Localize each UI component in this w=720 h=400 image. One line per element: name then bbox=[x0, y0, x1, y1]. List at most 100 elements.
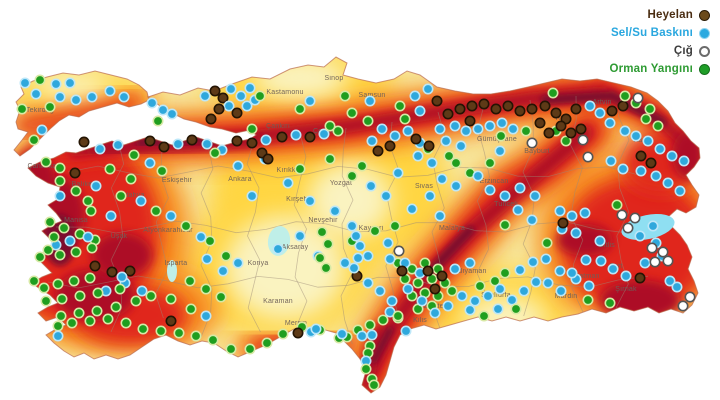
flood-marker bbox=[449, 263, 461, 275]
province-label-21: Karaman bbox=[263, 298, 293, 305]
flood-marker bbox=[630, 130, 642, 142]
legend-item-heyelan: Heyelan bbox=[609, 7, 710, 23]
forestfire-marker bbox=[104, 163, 116, 175]
flood-marker bbox=[494, 283, 506, 295]
landslide-marker bbox=[429, 283, 441, 295]
province-label-5: Eskişehir bbox=[162, 177, 193, 184]
flood-marker bbox=[584, 100, 596, 112]
landslide-marker bbox=[186, 134, 198, 146]
flood-marker bbox=[527, 256, 539, 268]
forestfire-marker bbox=[145, 290, 157, 302]
forestfire-marker bbox=[316, 226, 328, 238]
flood-marker bbox=[554, 205, 566, 217]
forestfire-marker bbox=[377, 314, 389, 326]
forestfire-marker bbox=[184, 275, 196, 287]
flood-marker bbox=[455, 140, 467, 152]
flood-marker bbox=[594, 107, 606, 119]
forestfire-marker bbox=[165, 293, 177, 305]
flood-marker bbox=[318, 128, 330, 140]
landslide-marker bbox=[454, 103, 466, 115]
flood-marker bbox=[514, 264, 526, 276]
forestfire-marker bbox=[209, 147, 221, 159]
flood-marker bbox=[416, 295, 428, 307]
flood-marker bbox=[382, 237, 394, 249]
flood-marker bbox=[200, 310, 212, 322]
flood-marker bbox=[422, 83, 434, 95]
forestfire-marker bbox=[644, 103, 656, 115]
avalanche-marker bbox=[582, 151, 594, 163]
province-label-27: Bayburt bbox=[524, 148, 550, 155]
province-label-9: Kastamonu bbox=[266, 89, 303, 96]
forestfire-marker bbox=[68, 275, 80, 287]
province-label-8: Isparta bbox=[165, 260, 188, 267]
landslide-marker bbox=[276, 131, 288, 143]
landslide-marker bbox=[555, 120, 567, 132]
flood-marker bbox=[492, 303, 504, 315]
province-label-10: Sinop bbox=[325, 75, 344, 82]
flood-marker bbox=[304, 195, 316, 207]
legend-item-sel-su-baskini: Sel/Su Baskını bbox=[609, 25, 710, 41]
flood-marker bbox=[64, 77, 76, 89]
flood-marker bbox=[402, 125, 414, 137]
flood-marker bbox=[260, 134, 272, 146]
forestfire-marker bbox=[332, 125, 344, 137]
province-border-line bbox=[110, 139, 125, 333]
province-label-37: Batman bbox=[574, 273, 599, 280]
flood-marker bbox=[166, 108, 178, 120]
flood-marker bbox=[456, 290, 468, 302]
forestfire-marker bbox=[82, 195, 94, 207]
avalanche-marker bbox=[684, 291, 696, 303]
flood-marker bbox=[380, 190, 392, 202]
forestfire-marker bbox=[200, 283, 212, 295]
forestfire-marker bbox=[70, 185, 82, 197]
forestfire-marker bbox=[34, 251, 46, 263]
flood-marker bbox=[402, 283, 414, 295]
flood-marker bbox=[512, 204, 524, 216]
landslide-marker bbox=[158, 141, 170, 153]
flood-marker bbox=[157, 104, 169, 116]
flood-marker bbox=[365, 180, 377, 192]
flood-marker bbox=[19, 77, 31, 89]
flood-marker bbox=[244, 82, 256, 94]
forestfire-marker bbox=[150, 205, 162, 217]
province-label-19: Aksaray bbox=[282, 244, 309, 251]
flood-marker bbox=[290, 129, 302, 141]
flood-marker bbox=[135, 195, 147, 207]
flood-marker bbox=[507, 123, 519, 135]
forestfire-marker bbox=[102, 313, 114, 325]
flood-marker bbox=[329, 205, 341, 217]
flood-marker bbox=[384, 253, 396, 265]
forestfire-marker bbox=[52, 320, 64, 332]
forestfire-marker bbox=[180, 220, 192, 232]
landslide-marker bbox=[165, 315, 177, 327]
landslide-marker bbox=[490, 103, 502, 115]
forestfire-marker bbox=[54, 162, 66, 174]
flood-marker bbox=[664, 275, 676, 287]
forestfire-marker bbox=[185, 303, 197, 315]
province-label-11: Samsun bbox=[359, 92, 386, 99]
forestfire-marker bbox=[254, 90, 266, 102]
forestfire-marker bbox=[499, 267, 511, 279]
province-label-17: Kırşehir bbox=[286, 196, 312, 203]
avalanche-marker bbox=[393, 245, 405, 257]
forestfire-marker bbox=[40, 156, 52, 168]
forestfire-marker bbox=[54, 249, 66, 261]
flood-marker bbox=[362, 250, 374, 262]
flood-marker bbox=[654, 143, 666, 155]
forestfire-marker bbox=[582, 294, 594, 306]
province-label-29: Tunceli bbox=[494, 201, 518, 208]
landslide-marker bbox=[442, 108, 454, 120]
avalanche-marker bbox=[657, 246, 669, 258]
landslide-marker bbox=[372, 145, 384, 157]
forestfire-marker bbox=[225, 343, 237, 355]
province-label-20: Konya bbox=[248, 260, 269, 267]
flood-marker bbox=[666, 150, 678, 162]
forestfire-marker bbox=[152, 115, 164, 127]
flood-marker bbox=[105, 210, 117, 222]
flood-marker bbox=[484, 184, 496, 196]
landslide-marker bbox=[217, 92, 229, 104]
flood-marker bbox=[595, 255, 607, 267]
forestfire-marker bbox=[495, 130, 507, 142]
forestfire-marker bbox=[130, 295, 142, 307]
